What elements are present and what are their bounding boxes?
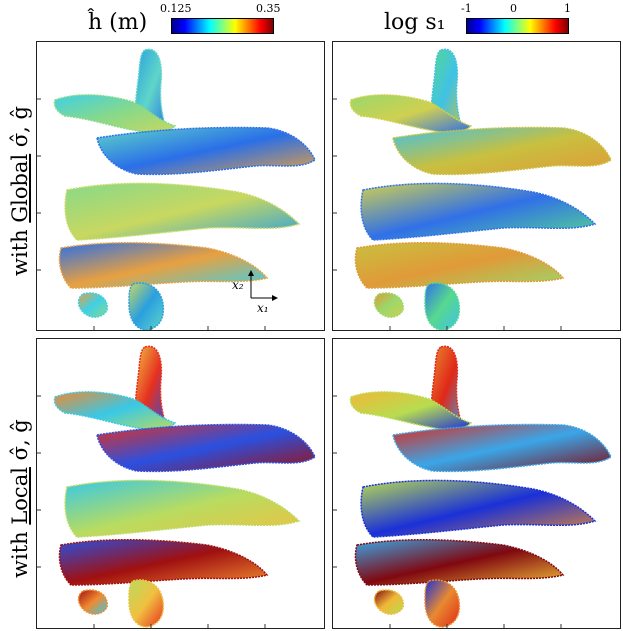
colorbar-s1-max-label: 1 [564, 2, 571, 15]
axes-arrows-icon [248, 270, 278, 301]
map-region [373, 589, 404, 615]
row-label-local-suffix: σ̂, ĝ [8, 419, 32, 468]
map-region [58, 538, 269, 586]
axis-label-x2: x₂ [232, 278, 244, 292]
map-region [392, 423, 612, 473]
map-region [354, 538, 565, 586]
colorbar-s1-min-label: -1 [461, 2, 472, 15]
map-region [64, 479, 301, 538]
map-region [77, 292, 108, 318]
colorbar-h-min-label: 0.125 [160, 2, 192, 15]
row-label-local: with Local σ̂, ĝ [8, 419, 32, 578]
colorbar-s1 [466, 18, 569, 34]
map-region [354, 241, 565, 289]
row-label-global-suffix: σ̂, ĝ [8, 106, 32, 154]
panel-global-s1 [332, 41, 621, 331]
map-region [392, 126, 612, 176]
map-region [128, 282, 165, 330]
row-label-global-prefix: with [8, 222, 32, 276]
panel-local-s1 [332, 338, 621, 629]
map-region [96, 126, 316, 176]
map-region [53, 391, 177, 431]
row-label-global-keyword: Global [8, 153, 32, 223]
column-title-s1: log s₁ [384, 10, 446, 35]
map-region [424, 282, 461, 330]
map-region [96, 423, 316, 473]
map-region [349, 94, 473, 134]
map-region [58, 241, 269, 289]
map-region [128, 579, 165, 628]
axes-indicator: x₂ x₁ [230, 268, 280, 318]
map-region [64, 182, 301, 241]
map-region [360, 479, 597, 538]
map-region [373, 292, 404, 318]
map-region [77, 589, 108, 615]
map-region [424, 579, 461, 628]
map-global-h [37, 48, 316, 330]
map-local-s1 [333, 345, 612, 628]
map-region [53, 94, 177, 134]
axis-label-x1: x₁ [257, 301, 269, 315]
panel-local-h [36, 338, 325, 629]
map-region [349, 391, 473, 431]
colorbar-h [171, 18, 274, 34]
panel-global-h [36, 41, 325, 331]
map-region [360, 182, 597, 241]
map-local-h [37, 345, 316, 628]
row-label-global: with Global σ̂, ĝ [8, 106, 32, 276]
map-global-s1 [333, 48, 612, 330]
column-title-h: ĥ (m) [88, 10, 148, 35]
row-label-local-keyword: Local [8, 467, 32, 525]
colorbar-h-max-label: 0.35 [256, 2, 281, 15]
colorbar-s1-mid-label: 0 [510, 2, 517, 15]
row-label-local-prefix: with [8, 524, 32, 578]
